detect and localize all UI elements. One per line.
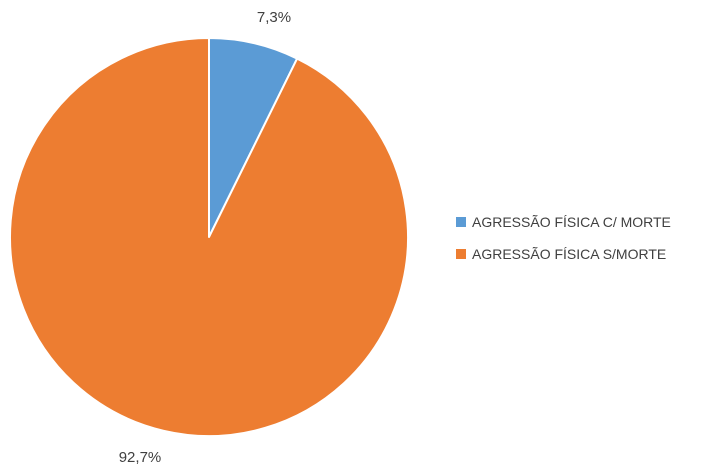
data-labels: 7,3% 92,7% [119, 9, 291, 465]
legend-swatch-com-morte [456, 217, 466, 227]
legend-label-com-morte: AGRESSÃO FÍSICA C/ MORTE [472, 214, 671, 230]
data-label-sem-morte: 92,7% [119, 449, 162, 465]
legend-swatch-sem-morte [456, 249, 466, 259]
data-label-com-morte: 7,3% [257, 9, 291, 26]
legend: AGRESSÃO FÍSICA C/ MORTE AGRESSÃO FÍSICA… [456, 212, 671, 276]
legend-label-sem-morte: AGRESSÃO FÍSICA S/MORTE [472, 246, 667, 262]
pie-slice-sem-morte[interactable] [9, 37, 409, 437]
legend-item-sem-morte[interactable]: AGRESSÃO FÍSICA S/MORTE [456, 244, 671, 264]
legend-item-com-morte[interactable]: AGRESSÃO FÍSICA C/ MORTE [456, 212, 671, 232]
pie-slices [9, 37, 409, 437]
